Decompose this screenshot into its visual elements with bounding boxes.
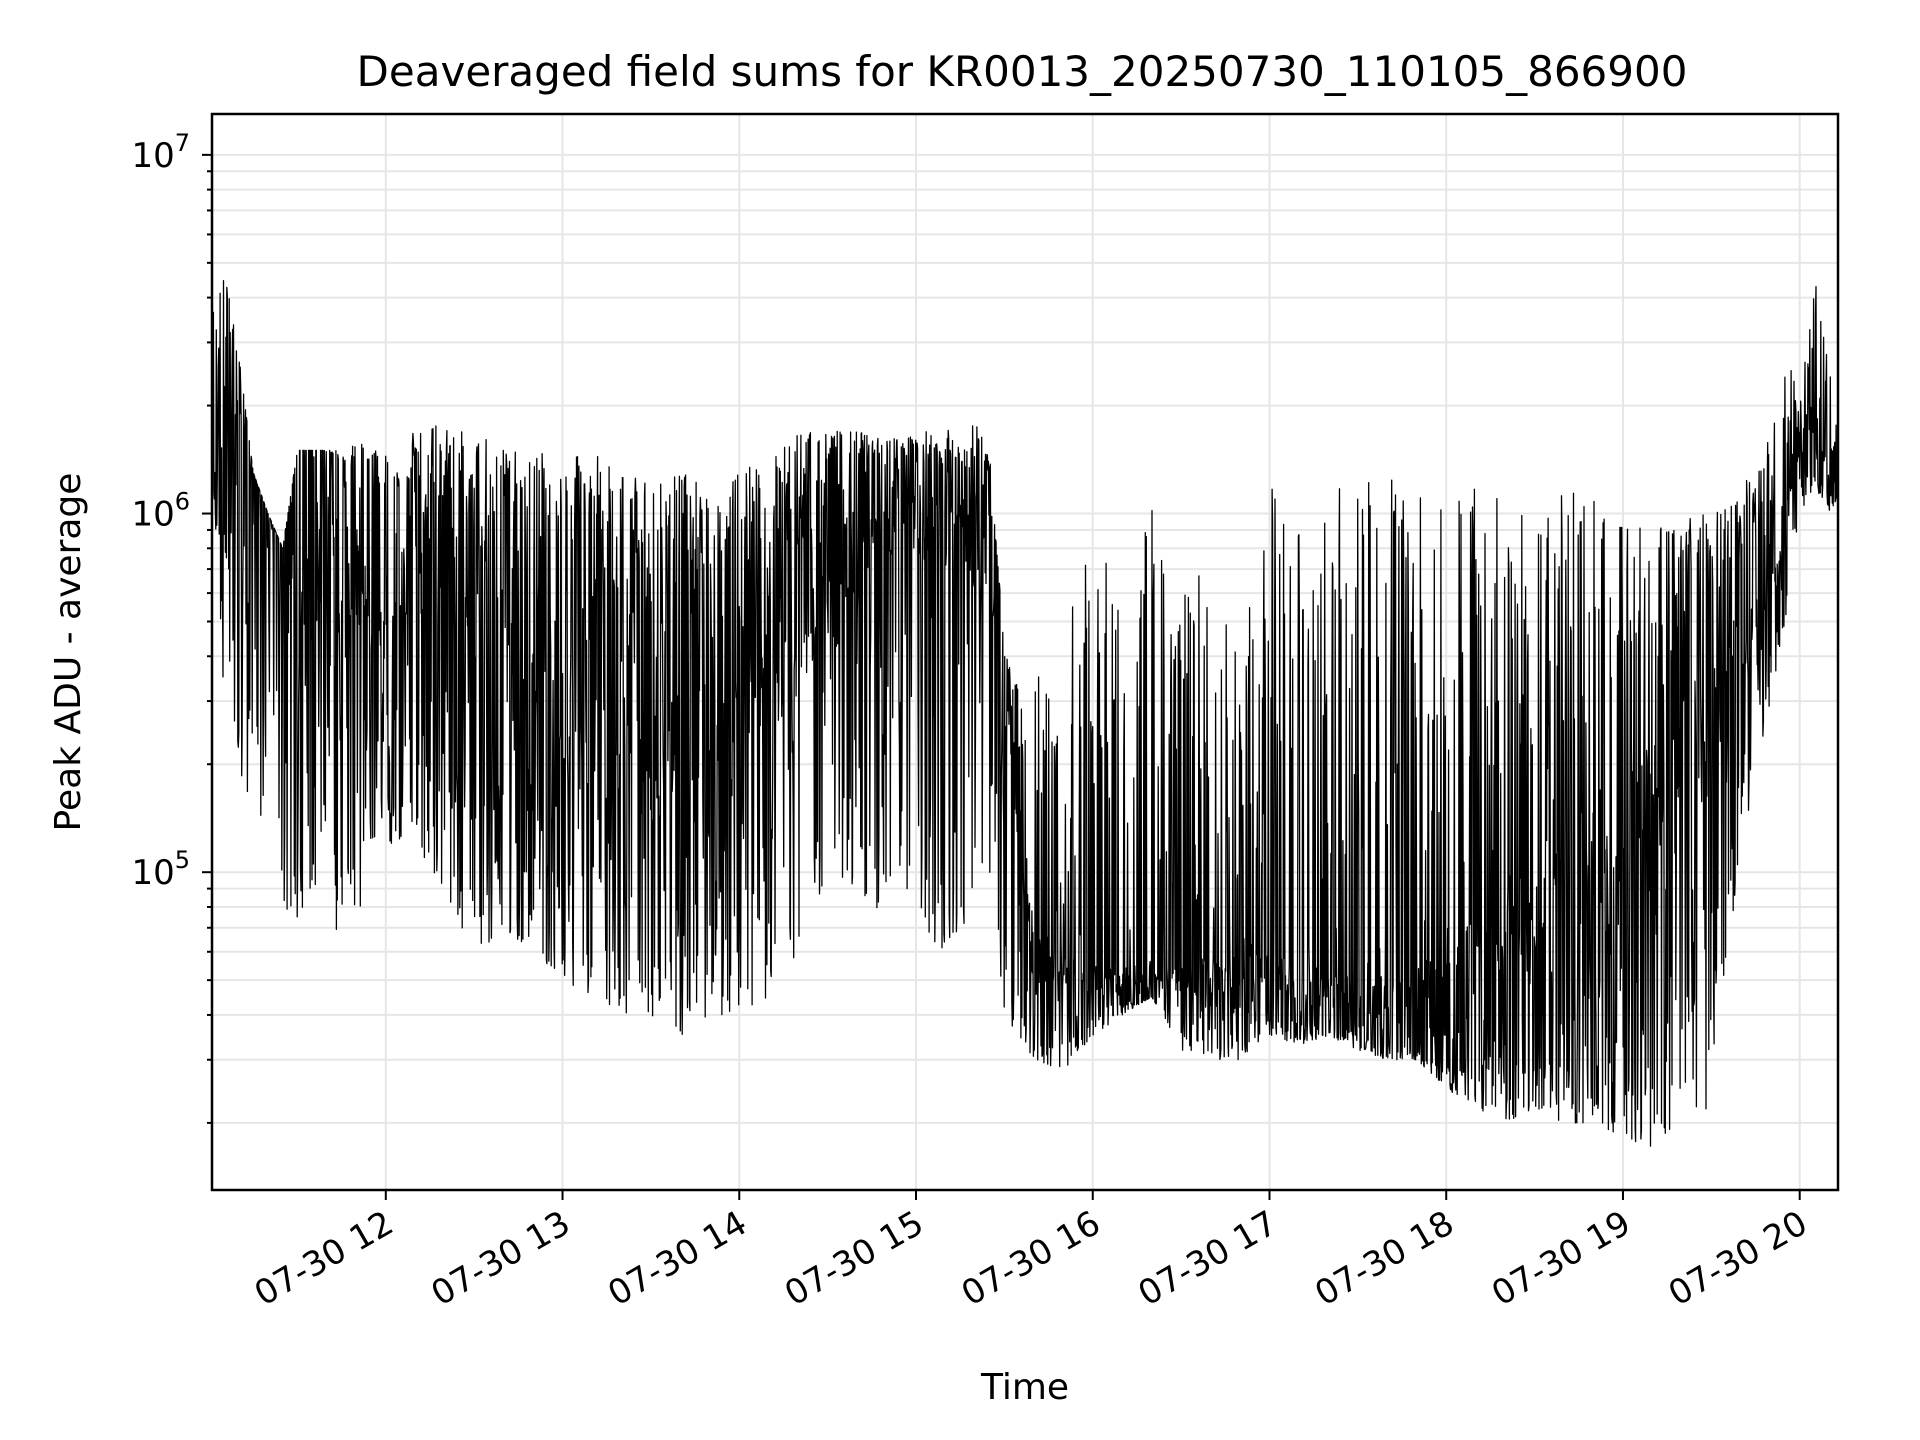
y-tick-label: 106 bbox=[131, 488, 190, 535]
y-tick-exponent: 7 bbox=[175, 129, 190, 157]
y-tick-base: 10 bbox=[131, 136, 174, 176]
y-tick-exponent: 5 bbox=[175, 846, 190, 874]
y-tick-base: 10 bbox=[131, 853, 174, 893]
y-tick-base: 10 bbox=[131, 495, 174, 535]
chart-title: Deaveraged field sums for KR0013_2025073… bbox=[357, 47, 1688, 96]
data-series-line bbox=[211, 279, 1839, 1147]
y-tick-exponent: 6 bbox=[175, 488, 190, 516]
plot-frame bbox=[210, 112, 1840, 1192]
y-axis-label: Peak ADU - average bbox=[48, 473, 89, 832]
y-tick-label: 107 bbox=[131, 129, 190, 176]
series-layer bbox=[211, 279, 1839, 1147]
y-tick-label: 105 bbox=[131, 846, 190, 893]
x-axis-label: Time bbox=[980, 1367, 1069, 1408]
